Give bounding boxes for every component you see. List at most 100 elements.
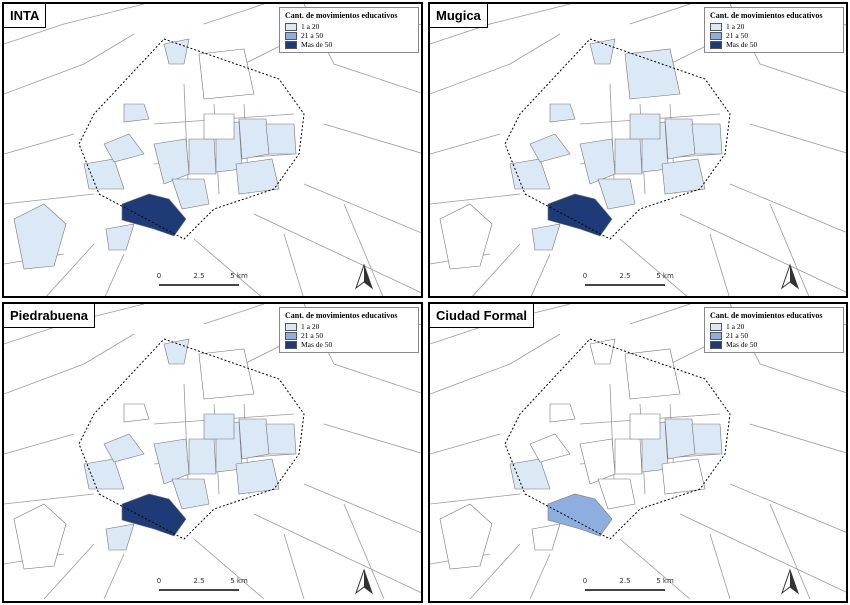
road [629, 4, 691, 25]
road [709, 533, 731, 600]
road [530, 253, 551, 296]
district [265, 423, 297, 455]
legend-swatch [285, 31, 297, 40]
legend-swatch [710, 40, 722, 49]
legend: Cant. de movimientos educativos 1 a 20 21 … [704, 307, 844, 353]
scale-label: 0 [583, 577, 587, 585]
district [83, 158, 125, 190]
legend-item: 1 a 20 [285, 322, 413, 331]
district [198, 48, 255, 100]
district [629, 113, 661, 140]
district [624, 48, 681, 100]
road [709, 233, 730, 296]
legend: Cant. de movimientos educativos 1 a 20 21 … [279, 307, 419, 353]
legend-label: 21 a 50 [726, 331, 749, 340]
district [198, 348, 255, 400]
legend-item: 21 a 50 [285, 31, 413, 40]
district [529, 433, 571, 463]
map: 0 2.5 5 km [4, 4, 421, 296]
scale-bar [159, 589, 239, 591]
road [253, 513, 421, 594]
legend-label: 1 a 20 [726, 22, 745, 31]
road [104, 253, 125, 296]
road [243, 343, 285, 365]
district [13, 203, 67, 270]
road [769, 503, 811, 600]
district [691, 123, 723, 155]
road [430, 333, 561, 395]
road [43, 543, 95, 600]
legend-item: Mas de 50 [285, 340, 413, 349]
legend-item: 1 a 20 [285, 22, 413, 31]
road [4, 433, 75, 455]
district [661, 158, 706, 195]
north-arrow-half [364, 265, 372, 288]
map-panel: 0 2.5 5 km Mugica Cant. de movimientos educa… [428, 2, 848, 298]
road [679, 513, 846, 593]
district [235, 158, 280, 195]
district [597, 178, 636, 210]
legend-label: 21 a 50 [301, 31, 324, 40]
legend-label: 21 a 50 [301, 331, 324, 340]
legend-swatch [710, 340, 722, 349]
road [193, 238, 262, 296]
road [103, 553, 125, 600]
road [203, 304, 265, 325]
district [547, 193, 613, 237]
district [531, 223, 561, 251]
scale-label: 0 [157, 577, 161, 585]
district [664, 118, 696, 160]
district [529, 133, 571, 163]
scale-label: 2.5 [193, 272, 204, 280]
road [529, 553, 551, 600]
road [4, 193, 95, 205]
legend-swatch [285, 331, 297, 340]
district [153, 138, 190, 185]
scale-label: 2.5 [619, 272, 630, 280]
panel-title: Ciudad Formal [430, 304, 535, 328]
district [188, 138, 217, 175]
district [163, 38, 190, 65]
district [589, 338, 616, 365]
road [619, 238, 688, 296]
legend: Cant. de movimientos educativos 1 a 20 21 … [704, 7, 844, 53]
legend-label: 1 a 20 [301, 22, 320, 31]
district [661, 458, 706, 495]
scale-label: 0 [583, 272, 587, 280]
scale-bar [585, 284, 665, 286]
district [624, 348, 681, 400]
road [430, 4, 571, 45]
road [749, 423, 846, 454]
district [103, 433, 145, 463]
legend-label: 21 a 50 [726, 31, 749, 40]
road [193, 538, 265, 600]
district [153, 438, 190, 485]
district [549, 403, 576, 423]
legend-item: 21 a 50 [710, 331, 838, 340]
scale-label: 5 km [656, 272, 674, 280]
legend-title: Cant. de movimientos educativos [710, 311, 823, 320]
scale-bar [585, 589, 665, 591]
district [171, 178, 210, 210]
legend-label: 1 a 20 [726, 322, 745, 331]
road [430, 193, 521, 205]
district [597, 478, 636, 510]
road [4, 133, 75, 155]
legend-label: Mas de 50 [726, 40, 758, 49]
road [619, 538, 691, 600]
district [238, 418, 270, 460]
district [439, 203, 493, 270]
legend-item: 21 a 50 [710, 31, 838, 40]
legend-swatch [710, 331, 722, 340]
scale-label: 5 km [230, 577, 248, 585]
map-panel: 0 2.5 5 km Ciudad Formal Cant. de movimiento… [428, 302, 848, 603]
legend-title: Cant. de movimientos educativos [285, 11, 398, 20]
legend-swatch [285, 40, 297, 49]
legend-swatch [710, 322, 722, 331]
road [283, 233, 304, 296]
district [547, 493, 613, 537]
legend-item: 21 a 50 [285, 331, 413, 340]
district [103, 133, 145, 163]
district [509, 458, 551, 490]
road [343, 503, 385, 600]
